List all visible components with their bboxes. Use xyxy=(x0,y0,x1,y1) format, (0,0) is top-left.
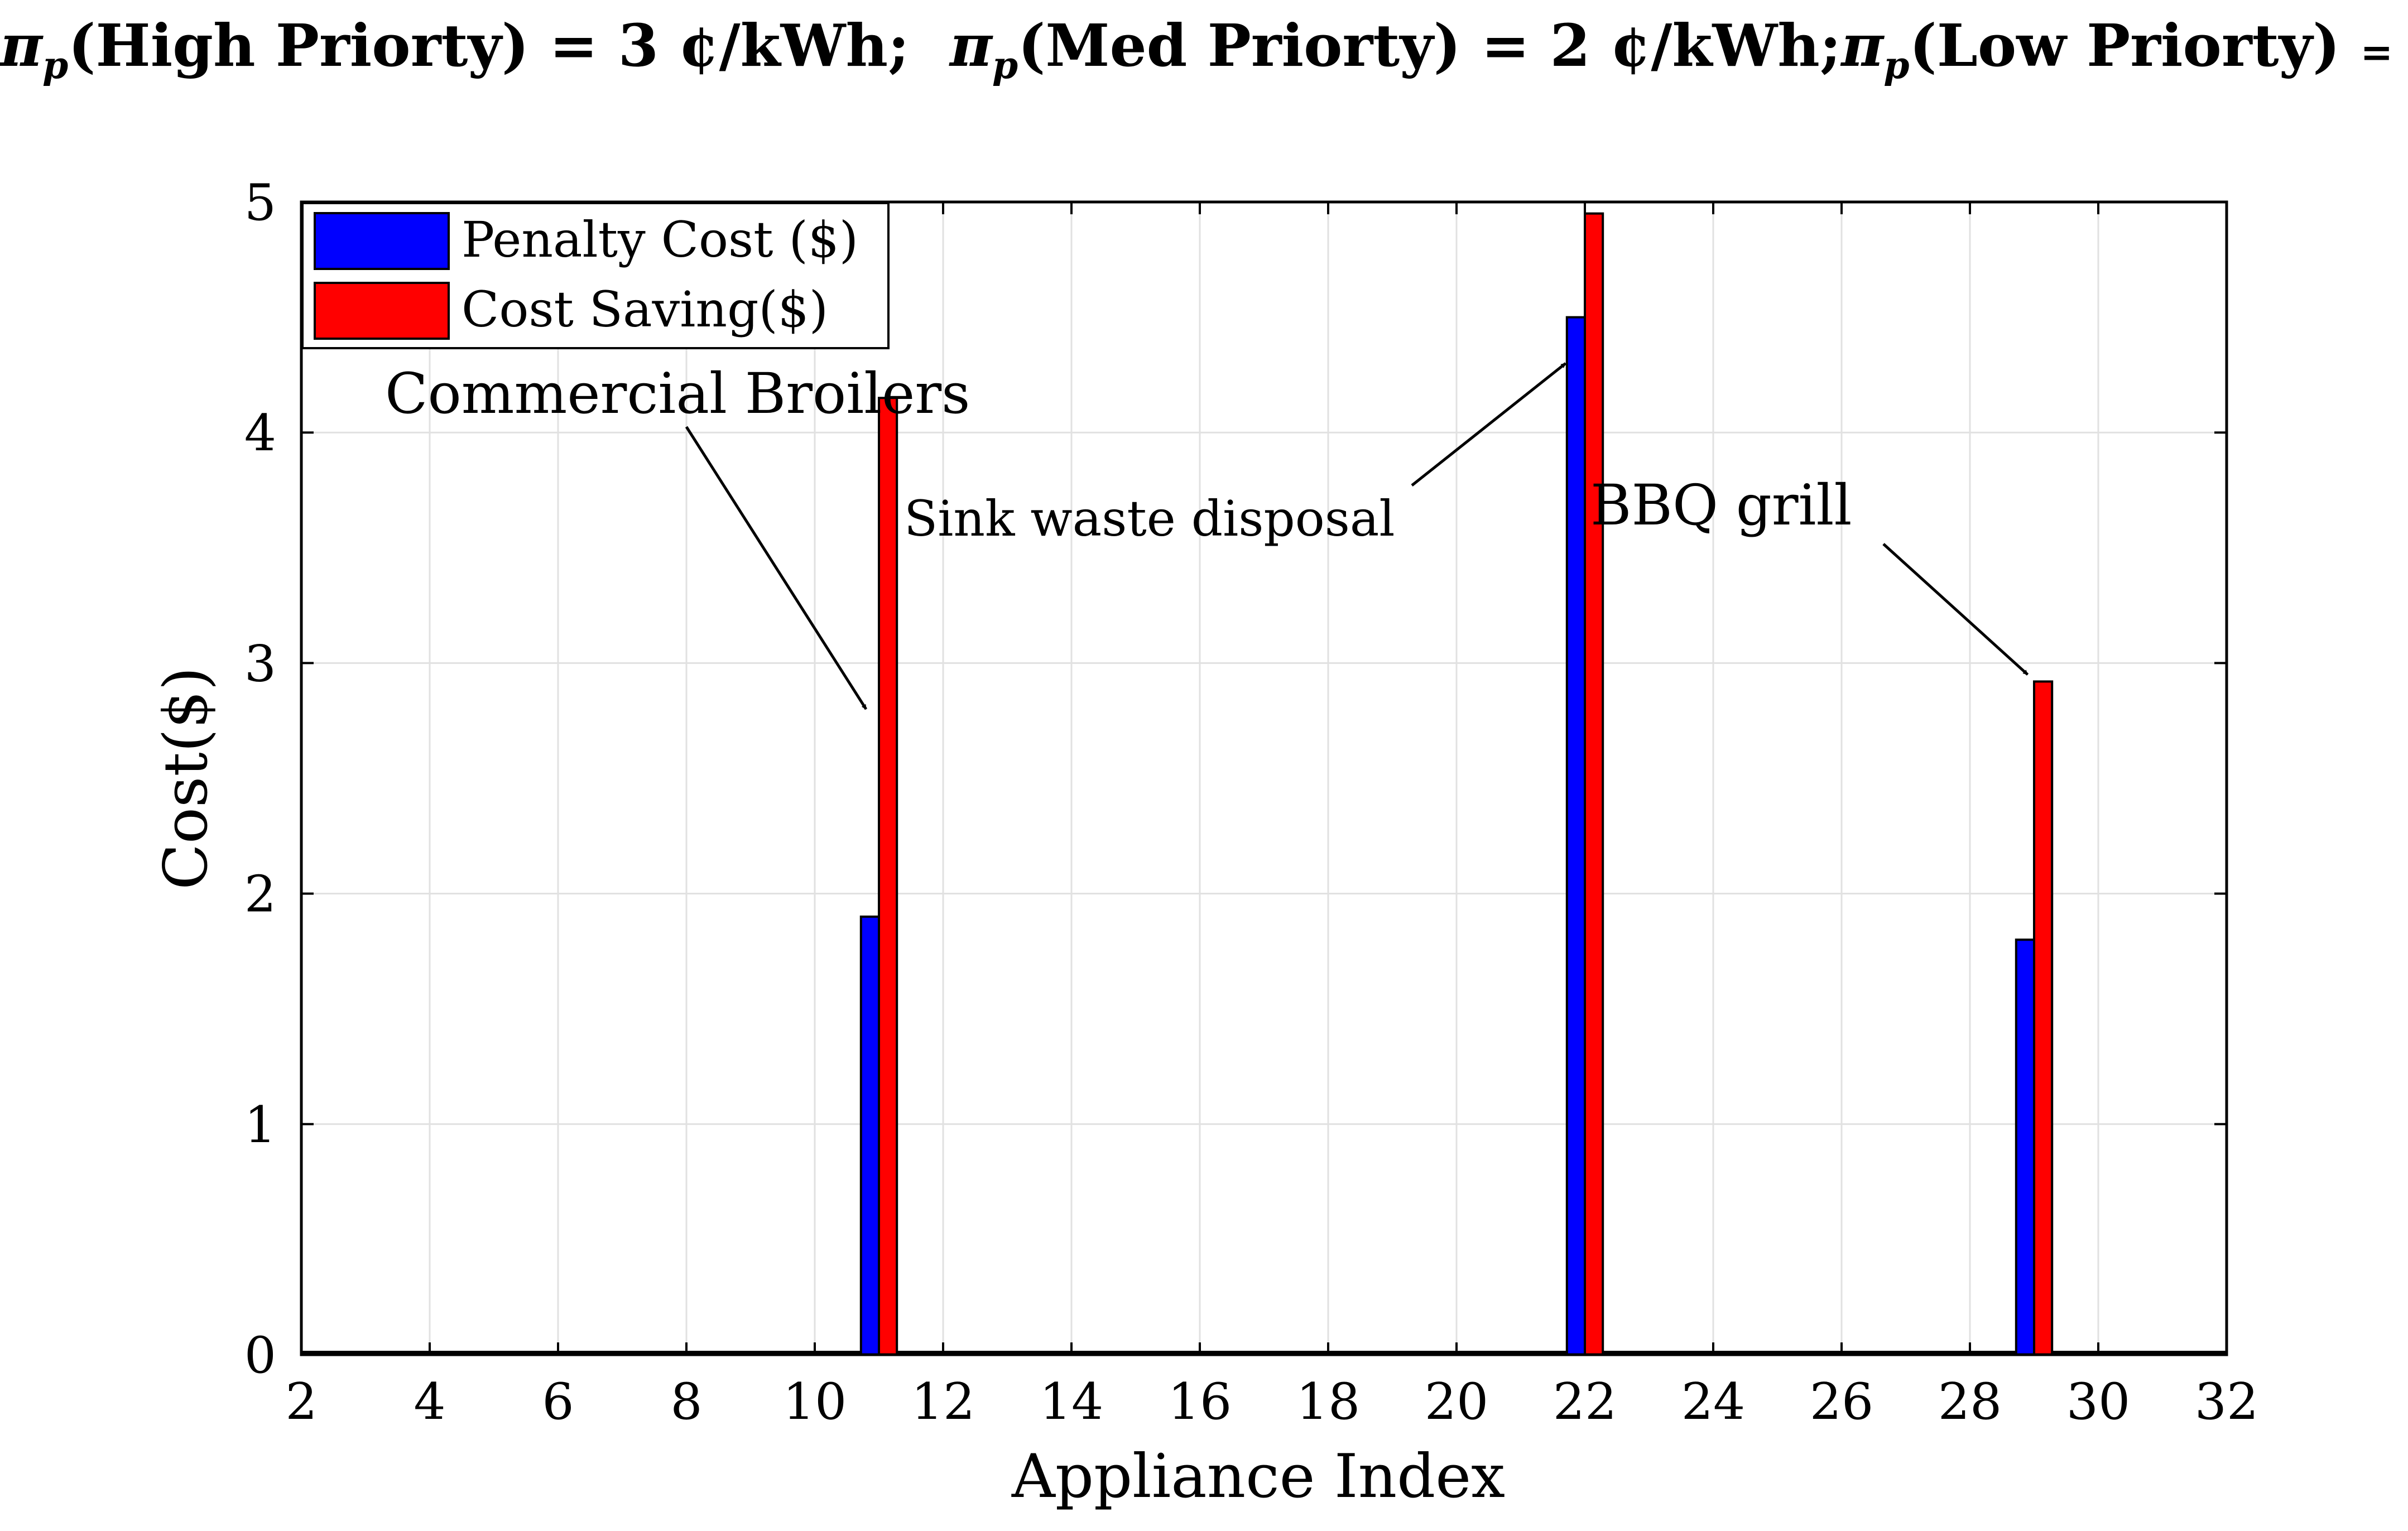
high-priority-label: (High Priorty) = 3 ¢/kWh; xyxy=(68,11,910,80)
annotation-label: Commercial Broilers xyxy=(385,361,970,426)
x-tick-label: 8 xyxy=(670,1373,702,1431)
low-priority-value: = 0 xyxy=(2360,29,2408,75)
y-tick-label: 4 xyxy=(244,404,276,463)
plot-area xyxy=(301,202,2227,1355)
pi-subscript-med: p xyxy=(992,44,1018,87)
x-axis-label: Appliance Index xyxy=(1011,1442,1505,1511)
x-tick-label: 10 xyxy=(783,1373,847,1431)
bar-cost-saving xyxy=(1584,212,1604,1356)
pi-subscript-high: p xyxy=(42,44,69,87)
annotation-arrow xyxy=(1411,362,1567,487)
pi-subscript-low: p xyxy=(1883,44,1910,87)
x-tick-label: 32 xyxy=(2195,1373,2259,1431)
y-tick-label: 0 xyxy=(244,1326,276,1385)
legend-swatch xyxy=(314,212,450,270)
x-tick-label: 28 xyxy=(1938,1373,2002,1431)
bar-penalty-cost xyxy=(859,915,881,1356)
med-priority-label: (Med Priorty) = 2 ¢/kWh; xyxy=(1018,11,1842,80)
x-tick-label: 26 xyxy=(1810,1373,1874,1431)
x-tick-label: 6 xyxy=(542,1373,574,1431)
chart-header-formula: πp(High Priorty) = 3 ¢/kWh; πp(Med Prior… xyxy=(0,11,2408,87)
pi-symbol-low: π xyxy=(1841,11,1884,80)
y-tick-label: 1 xyxy=(244,1096,276,1154)
low-priority-label: (Low Priorty) xyxy=(1909,11,2340,80)
y-axis-label: Cost($) xyxy=(151,667,221,889)
x-tick-label: 18 xyxy=(1296,1373,1361,1431)
legend-label: Cost Saving($) xyxy=(462,281,828,338)
annotations: Commercial Broilers Sink waste disposal BB… xyxy=(385,361,2029,710)
plot-frame xyxy=(300,200,2228,1356)
bars xyxy=(859,212,2054,1356)
x-tick-label: 22 xyxy=(1553,1373,1617,1431)
legend: Penalty Cost ($) Cost Saving($) xyxy=(301,202,890,349)
bar-penalty-cost xyxy=(2015,938,2036,1356)
x-tick-label: 30 xyxy=(2066,1373,2131,1431)
x-tick-label: 20 xyxy=(1425,1373,1489,1431)
x-tick-label: 14 xyxy=(1040,1373,1104,1431)
legend-label: Penalty Cost ($) xyxy=(462,211,858,268)
annotation-arrow xyxy=(685,426,868,710)
annotation-arrow xyxy=(1882,543,2029,676)
pi-symbol-high: π xyxy=(0,11,43,80)
x-tick-label: 16 xyxy=(1168,1373,1232,1431)
y-tick-label: 2 xyxy=(244,865,276,924)
x-tick-label: 2 xyxy=(285,1373,317,1431)
x-tick-label: 24 xyxy=(1681,1373,1746,1431)
pi-symbol-med: π xyxy=(949,11,993,80)
bar-penalty-cost xyxy=(1565,316,1587,1356)
legend-swatch xyxy=(314,282,450,340)
y-tick-label: 3 xyxy=(244,634,276,693)
bar-cost-saving xyxy=(878,397,898,1356)
grid-lines xyxy=(301,202,2227,1355)
y-tick-label: 5 xyxy=(244,174,276,232)
x-tick-label: 4 xyxy=(414,1373,445,1431)
annotation-label: Sink waste disposal xyxy=(904,490,1395,547)
bar-cost-saving xyxy=(2033,680,2054,1356)
x-tick-label: 12 xyxy=(911,1373,975,1431)
annotation-label: BBQ grill xyxy=(1590,473,1852,538)
